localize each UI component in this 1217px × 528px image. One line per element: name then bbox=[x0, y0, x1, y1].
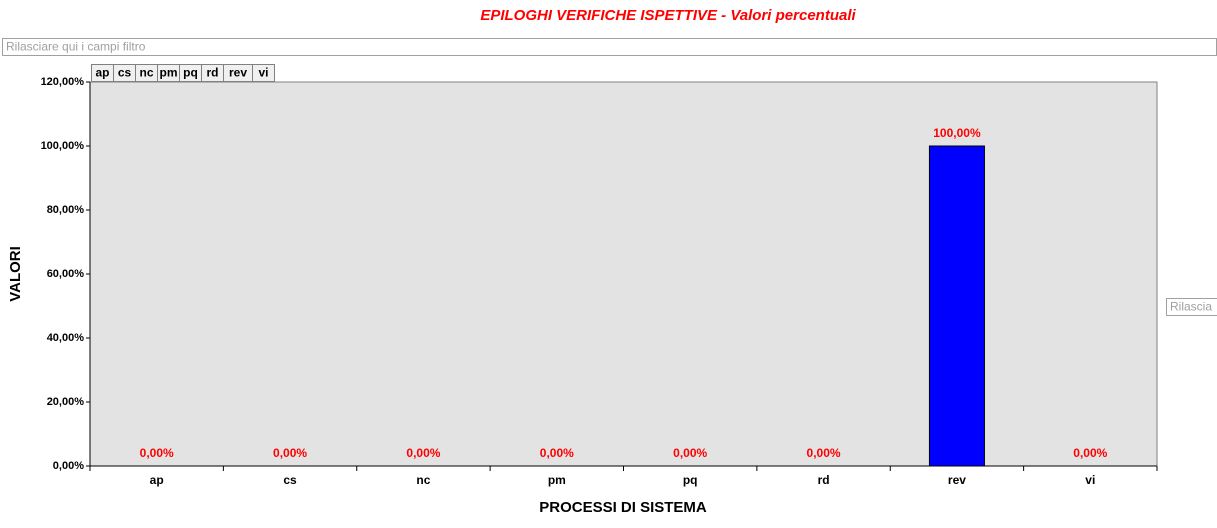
field-button-label: ap bbox=[95, 66, 109, 80]
x-tick-label: cs bbox=[283, 473, 297, 487]
field-button-label: cs bbox=[118, 66, 132, 80]
series-drop-zone-text: Rilascia bbox=[1170, 300, 1212, 314]
data-label: 0,00% bbox=[1073, 446, 1107, 460]
y-tick-label: 40,00% bbox=[47, 332, 85, 344]
data-label: 100,00% bbox=[933, 126, 981, 140]
field-button-label: pm bbox=[160, 66, 178, 80]
plot-area bbox=[89, 81, 1158, 467]
filter-drop-zone-text: Rilasciare qui i campi filtro bbox=[6, 40, 146, 54]
data-label: 0,00% bbox=[273, 446, 307, 460]
y-tick-label: 100,00% bbox=[41, 140, 85, 152]
x-tick-label: rev bbox=[948, 473, 966, 487]
bar bbox=[928, 145, 985, 467]
filter-drop-zone[interactable] bbox=[2, 38, 1217, 56]
x-axis-label: PROCESSI DI SISTEMA bbox=[539, 499, 707, 516]
chart-title: EPILOGHI VERIFICHE ISPETTIVE - Valori pe… bbox=[480, 7, 856, 24]
field-button[interactable] bbox=[252, 64, 275, 82]
field-button-label: nc bbox=[139, 66, 153, 80]
data-label: 0,00% bbox=[406, 446, 440, 460]
field-button-label: rev bbox=[229, 66, 247, 80]
x-tick-label: pq bbox=[683, 473, 698, 487]
y-tick-label: 20,00% bbox=[47, 396, 85, 408]
data-label: 0,00% bbox=[540, 446, 574, 460]
series-drop-zone[interactable] bbox=[1166, 298, 1217, 316]
x-tick-label: rd bbox=[818, 473, 830, 487]
data-label: 0,00% bbox=[673, 446, 707, 460]
x-tick-label: ap bbox=[150, 473, 164, 487]
field-button-label: vi bbox=[258, 66, 268, 80]
y-tick-label: 120,00% bbox=[41, 76, 85, 88]
data-label: 0,00% bbox=[807, 446, 841, 460]
y-axis-label: VALORI bbox=[7, 246, 24, 302]
x-tick-label: vi bbox=[1085, 473, 1095, 487]
field-button-label: pq bbox=[183, 66, 198, 80]
y-tick-label: 60,00% bbox=[47, 268, 85, 280]
field-button-label: rd bbox=[207, 66, 219, 80]
data-label: 0,00% bbox=[140, 446, 174, 460]
x-tick-label: nc bbox=[416, 473, 430, 487]
y-tick-label: 0,00% bbox=[53, 460, 84, 472]
x-tick-label: pm bbox=[548, 473, 566, 487]
y-tick-label: 80,00% bbox=[47, 204, 85, 216]
